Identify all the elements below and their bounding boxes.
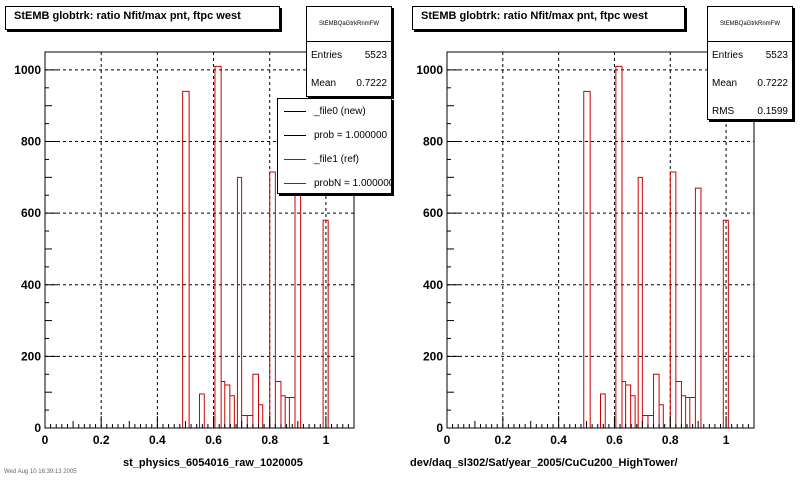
stats-value: 0.7222 [757,78,788,89]
x-tick-label: 0.2 [93,433,110,447]
legend-line-swatch [284,110,306,112]
y-tick-label: 1000 [416,63,443,77]
left-stats-name: StEMBQaGtrkRnmFW [307,7,391,42]
x-tick-label: 1 [323,433,330,447]
y-tick-label: 0 [436,421,443,435]
legend-label: _file1 (ref) [314,153,360,165]
stats-label: Entries [311,50,343,61]
stats-label: Mean [311,78,337,89]
legend-entry: _file0 (new) [278,99,391,123]
stats-value: 0.1599 [757,106,788,117]
stats-label: Entries [712,50,744,61]
stats-value: 5523 [364,50,387,61]
stats-label: Mean [712,78,738,89]
stats-label: RMS [712,106,735,117]
legend-label: prob = 1.000000 [314,129,388,141]
x-tick-label: 1 [723,433,730,447]
x-tick-label: 0.6 [205,433,222,447]
legend-line-swatch [284,158,306,160]
x-tick-label: 0.8 [261,433,278,447]
y-tick-label: 0 [34,421,41,435]
right-stats-mean: Mean 0.7222 [708,70,792,98]
legend-line-swatch [284,134,306,136]
right-stats-name: StEMBQaGtrkRnmFW [708,7,792,42]
stats-value: 5523 [765,50,788,61]
stats-value: 0.7222 [356,78,387,89]
right-stats-box: StEMBQaGtrkRnmFW Entries 5523 Mean 0.722… [707,6,793,120]
y-tick-label: 1000 [14,63,41,77]
y-tick-label: 200 [423,349,443,363]
left-stats-box: StEMBQaGtrkRnmFW Entries 5523 Mean 0.722… [306,6,392,97]
right-stats-entries: Entries 5523 [708,42,792,70]
plot-frame [446,51,755,429]
y-tick-label: 600 [21,206,41,220]
histogram-series [45,65,354,429]
plot-frame [44,51,355,429]
y-tick-label: 600 [423,206,443,220]
y-tick-label: 400 [423,278,443,292]
x-tick-label: 0.6 [606,433,623,447]
x-tick-label: 0.4 [550,433,567,447]
legend-entry: probN = 1.000000 [278,171,392,193]
legend-label: _file0 (new) [314,105,366,117]
y-tick-label: 200 [21,349,41,363]
right-stats-rms: RMS 0.1599 [708,98,792,126]
right-footer-label: dev/daq_sl302/Sat/year_2005/CuCu200_High… [410,457,678,469]
x-tick-label: 0.8 [662,433,679,447]
legend-entry: prob = 1.000000 [278,123,391,147]
timestamp-label: Wed Aug 10 16:39:13 2005 [4,469,77,475]
legend-label: probN = 1.000000 [314,177,392,189]
left-stats-mean: Mean 0.7222 [307,70,391,98]
x-tick-label: 0 [444,433,451,447]
left-plot-title: StEMB globtrk: ratio Nfit/max pnt, ftpc … [5,6,280,30]
left-legend: _file0 (new) prob = 1.000000 _file1 (ref… [277,98,392,194]
legend-line-swatch [284,182,306,184]
legend-entry: _file1 (ref) [278,147,391,171]
x-tick-label: 0 [42,433,49,447]
left-footer-label: st_physics_6054016_raw_1020005 [123,457,303,469]
x-tick-label: 0.4 [149,433,166,447]
left-stats-entries: Entries 5523 [307,42,391,70]
histogram-series [447,65,754,429]
y-tick-label: 400 [21,278,41,292]
y-tick-label: 800 [21,135,41,149]
x-tick-label: 0.2 [494,433,511,447]
right-plot-title: StEMB globtrk: ratio Nfit/max pnt, ftpc … [412,6,685,30]
y-tick-label: 800 [423,135,443,149]
